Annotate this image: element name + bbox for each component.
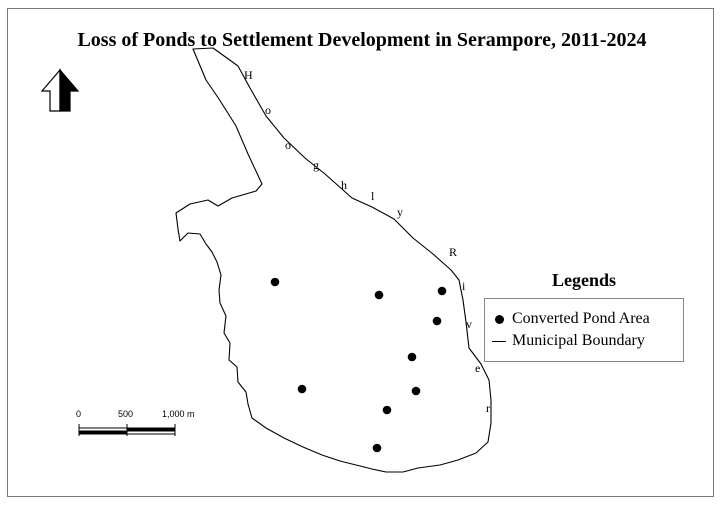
river-label-letter: h [341, 178, 347, 192]
river-label-letter: l [371, 189, 375, 203]
river-label-letter: o [265, 103, 271, 117]
river-label-letter: v [466, 317, 472, 331]
legend-item-converted-pond: Converted Pond Area [485, 308, 685, 330]
converted-pond-points [270, 277, 447, 453]
river-label-letter: y [397, 205, 403, 219]
river-label-letter: r [486, 401, 490, 415]
converted-pond-point [437, 286, 447, 296]
converted-pond-point [270, 277, 280, 287]
converted-pond-point [432, 316, 442, 326]
river-label-letter: e [475, 361, 480, 375]
legend-item-label: Converted Pond Area [512, 310, 650, 327]
north-arrow-icon [40, 68, 80, 112]
converted-pond-point [407, 352, 417, 362]
legend-item-municipal-boundary: Municipal Boundary [485, 330, 685, 352]
legend-item-label: Municipal Boundary [512, 332, 645, 349]
river-label: H o o g h l y R i v e r [244, 68, 490, 415]
converted-pond-point [297, 384, 307, 394]
river-label-letter: g [313, 158, 319, 172]
map-title: Loss of Ponds to Settlement Development … [77, 29, 647, 51]
converted-pond-point [374, 290, 384, 300]
legend-box: Converted Pond Area Municipal Boundary [484, 298, 684, 362]
river-label-letter: i [462, 279, 466, 293]
line-symbol-icon [492, 341, 506, 342]
scale-bar [78, 424, 176, 436]
scale-label-500: 500 [118, 409, 134, 419]
scale-label-1000: 1,000 m [162, 409, 195, 419]
map-frame [7, 8, 714, 497]
dot-symbol-icon [495, 315, 504, 324]
river-label-letter: H [244, 68, 253, 82]
river-label-letter: o [285, 138, 291, 152]
municipal-boundary [175, 47, 492, 473]
scale-label-0: 0 [76, 409, 82, 419]
river-label-letter: R [449, 245, 457, 259]
converted-pond-point [372, 443, 382, 453]
converted-pond-point [382, 405, 392, 415]
legend-title: Legends [551, 270, 616, 290]
converted-pond-point [411, 386, 421, 396]
